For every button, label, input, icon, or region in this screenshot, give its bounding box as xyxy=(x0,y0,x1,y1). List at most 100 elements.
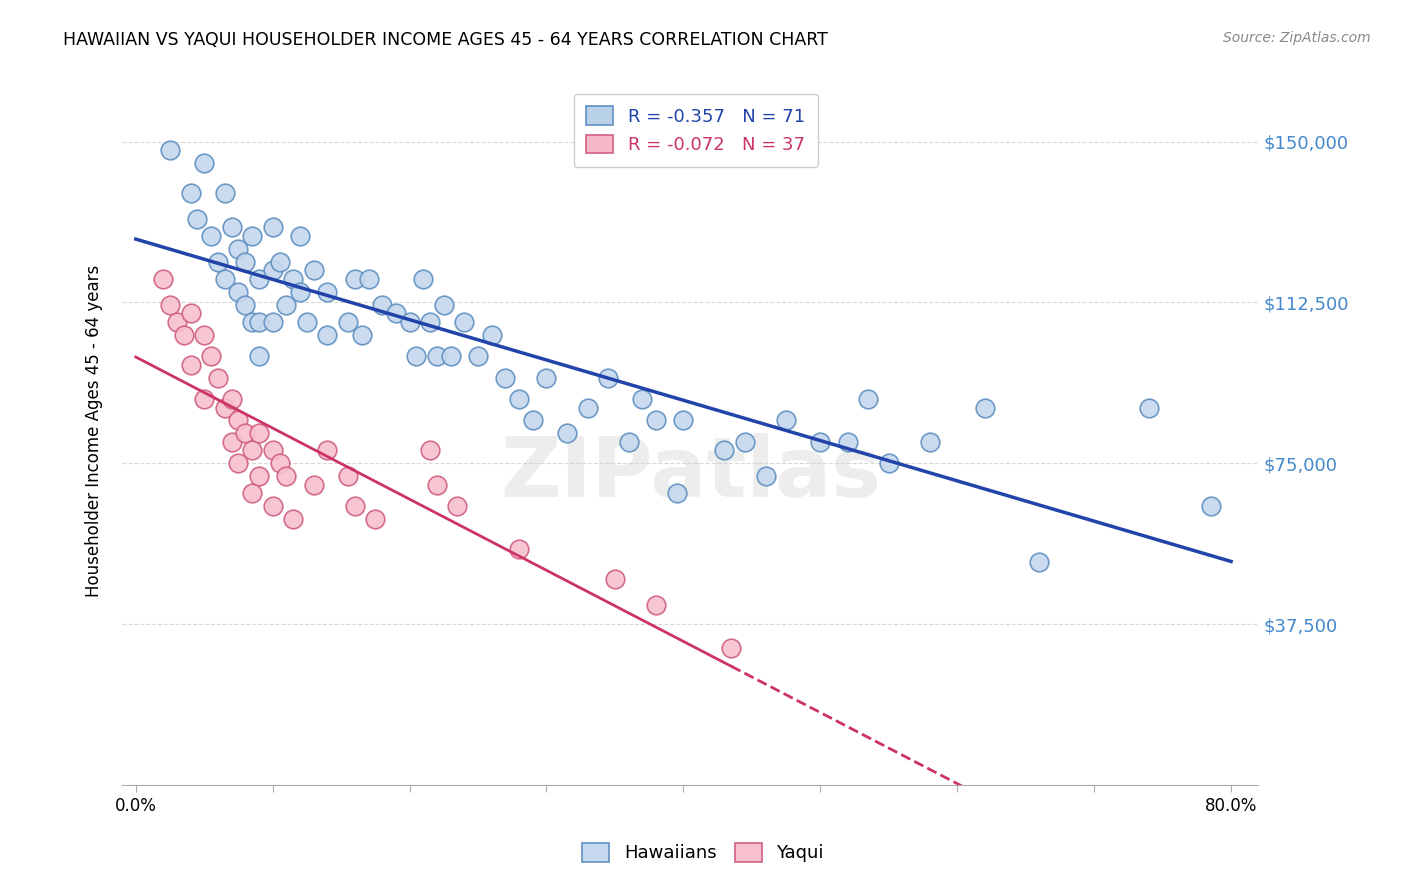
Point xyxy=(193,327,215,342)
Point xyxy=(481,327,503,342)
Point xyxy=(631,392,654,406)
Point xyxy=(166,315,188,329)
Point xyxy=(214,186,236,201)
Point xyxy=(193,156,215,170)
Point xyxy=(522,413,544,427)
Text: HAWAIIAN VS YAQUI HOUSEHOLDER INCOME AGES 45 - 64 YEARS CORRELATION CHART: HAWAIIAN VS YAQUI HOUSEHOLDER INCOME AGE… xyxy=(63,31,828,49)
Point xyxy=(200,349,222,363)
Y-axis label: Householder Income Ages 45 - 64 years: Householder Income Ages 45 - 64 years xyxy=(86,265,103,598)
Point xyxy=(200,229,222,244)
Point xyxy=(598,370,620,384)
Point xyxy=(228,413,250,427)
Point xyxy=(228,456,250,470)
Point xyxy=(179,358,201,372)
Text: Source: ZipAtlas.com: Source: ZipAtlas.com xyxy=(1223,31,1371,45)
Point xyxy=(426,477,449,491)
Point xyxy=(221,392,243,406)
Point xyxy=(808,434,831,449)
Point xyxy=(316,285,339,299)
Point xyxy=(233,426,256,441)
Point xyxy=(364,512,387,526)
Point xyxy=(645,413,668,427)
Point xyxy=(371,298,394,312)
Point xyxy=(276,298,298,312)
Point xyxy=(247,426,270,441)
Point xyxy=(316,327,339,342)
Point xyxy=(508,392,530,406)
Point xyxy=(295,315,318,329)
Point xyxy=(247,469,270,483)
Point xyxy=(405,349,427,363)
Point xyxy=(419,443,441,458)
Point xyxy=(385,306,408,320)
Point xyxy=(283,272,305,286)
Point xyxy=(837,434,859,449)
Point xyxy=(508,541,530,556)
Point xyxy=(440,349,463,363)
Point xyxy=(536,370,558,384)
Point xyxy=(240,486,263,500)
Point xyxy=(1199,499,1222,513)
Point xyxy=(262,443,284,458)
Point xyxy=(1028,555,1050,569)
Point xyxy=(775,413,797,427)
Point xyxy=(720,640,742,655)
Point xyxy=(247,315,270,329)
Point xyxy=(877,456,900,470)
Point xyxy=(186,211,208,226)
Point xyxy=(262,499,284,513)
Point xyxy=(302,263,325,277)
Point xyxy=(233,298,256,312)
Point xyxy=(214,401,236,415)
Point xyxy=(754,469,776,483)
Point xyxy=(734,434,756,449)
Point xyxy=(1137,401,1160,415)
Point xyxy=(357,272,380,286)
Point xyxy=(645,598,668,612)
Point xyxy=(240,229,263,244)
Point xyxy=(713,443,735,458)
Text: ZIPatlas: ZIPatlas xyxy=(499,433,880,514)
Point xyxy=(262,220,284,235)
Point xyxy=(288,285,311,299)
Point xyxy=(152,272,174,286)
Point xyxy=(453,315,475,329)
Point xyxy=(207,254,229,268)
Point xyxy=(288,229,311,244)
Point xyxy=(576,401,599,415)
Point xyxy=(412,272,434,286)
Point xyxy=(858,392,880,406)
Point xyxy=(433,298,456,312)
Point xyxy=(179,186,201,201)
Point xyxy=(193,392,215,406)
Point xyxy=(221,220,243,235)
Point xyxy=(918,434,941,449)
Point xyxy=(446,499,468,513)
Point xyxy=(276,469,298,483)
Point xyxy=(283,512,305,526)
Point xyxy=(228,285,250,299)
Point xyxy=(228,242,250,256)
Point xyxy=(262,263,284,277)
Point xyxy=(179,306,201,320)
Point xyxy=(555,426,578,441)
Point xyxy=(269,456,291,470)
Legend: R = -0.357   N = 71, R = -0.072   N = 37: R = -0.357 N = 71, R = -0.072 N = 37 xyxy=(574,94,818,167)
Point xyxy=(302,477,325,491)
Point xyxy=(398,315,420,329)
Legend: Hawaiians, Yaqui: Hawaiians, Yaqui xyxy=(575,836,831,870)
Point xyxy=(207,370,229,384)
Point xyxy=(173,327,195,342)
Point xyxy=(494,370,516,384)
Point xyxy=(419,315,441,329)
Point xyxy=(240,443,263,458)
Point xyxy=(350,327,373,342)
Point xyxy=(426,349,449,363)
Point xyxy=(973,401,995,415)
Point xyxy=(672,413,695,427)
Point xyxy=(336,315,359,329)
Point xyxy=(467,349,489,363)
Point xyxy=(343,499,366,513)
Point xyxy=(665,486,688,500)
Point xyxy=(159,144,181,158)
